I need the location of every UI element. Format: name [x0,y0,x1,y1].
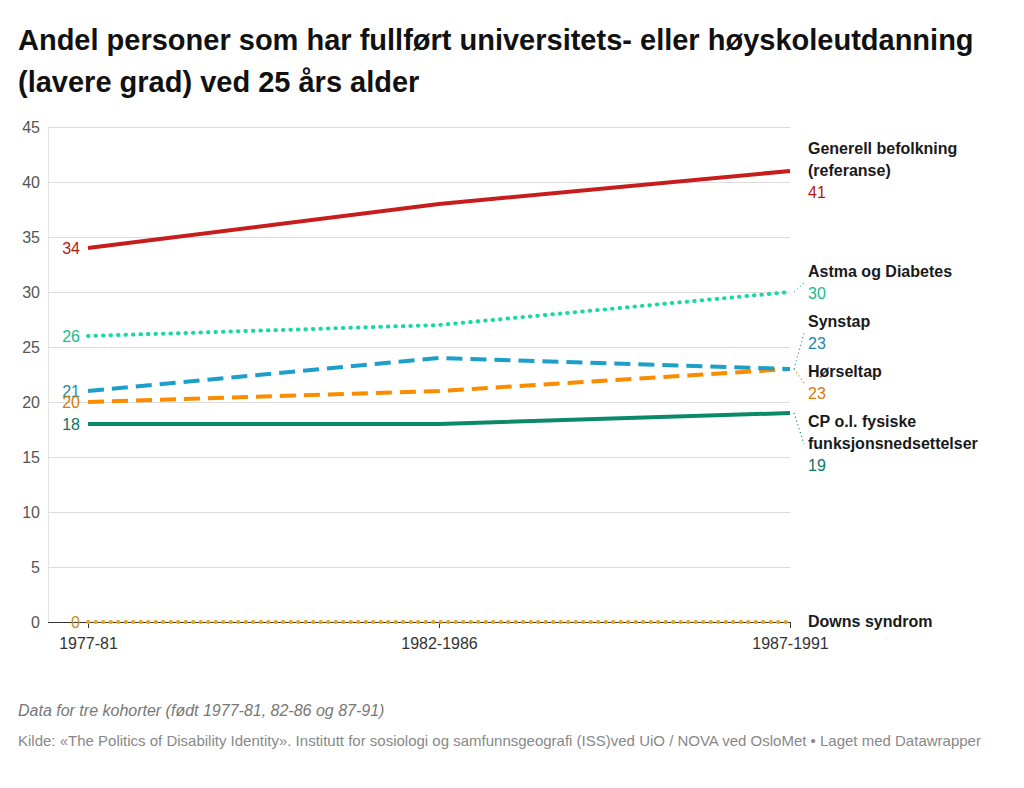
x-tick-mark [790,622,791,628]
y-axis: 0 5 10 15 20 25 30 35 40 45 [22,119,790,631]
grid-line [48,622,790,623]
series-line [88,292,790,336]
series-name: Downs syndrom [808,613,932,630]
y-axis-line [48,128,49,623]
series-label: Hørseltap 23 [808,363,882,402]
y-tick: 15 [22,449,790,466]
label-leader [794,333,804,369]
data-label: 41 [808,184,826,201]
grid-line [48,292,790,293]
series-name: Hørseltap [808,363,882,380]
y-tick: 10 [22,504,790,521]
x-axis-line [89,622,791,623]
labels: 34 Generell befolkning (referanse) 41 26 Astm… [62,140,978,631]
background [0,0,1024,788]
series-line [88,171,790,248]
data-label: 23 [808,335,826,352]
chart-note: Data for tre kohorter (født 1977-81, 82-… [18,702,384,719]
series-label: Generell befolkning (referanse) 41 [808,140,957,201]
series-name: Generell befolkning (referanse) [808,140,957,179]
chart-title: Andel personer som har fullført universi… [18,24,974,98]
y-tick-label: 10 [22,504,40,521]
y-tick: 0 [31,614,790,631]
label-leader [794,413,804,444]
chart-title-line: Andel personer som har fullført universi… [18,24,974,56]
series-name: Synstap [808,313,870,330]
series-name-line: Synstap [808,313,870,330]
grid-line [48,347,790,348]
y-tick-label: 45 [22,119,40,136]
grid-line [48,567,790,568]
data-label: 23 [808,385,826,402]
series-line [88,413,790,424]
grid-line [48,512,790,513]
label-leader [794,283,804,292]
chart-source: Kilde: «The Politics of Disability Ident… [18,732,981,749]
series-label: Downs syndrom [808,613,932,630]
lines [88,171,790,622]
y-tick-label: 5 [31,559,40,576]
series-label: CP o.l. fysiske funksjonsnedsettelser 19 [808,413,978,474]
x-tick-label: 1987-1991 [752,635,829,652]
data-label: 34 [62,240,80,257]
series-name-line: Downs syndrom [808,613,932,630]
y-tick-label: 40 [22,174,40,191]
series-name: Astma og Diabetes [808,263,952,280]
series-name-line: Generell befolkning [808,140,957,157]
data-label: 0 [71,614,80,631]
grid-line [48,457,790,458]
x-tick: 1977-81 [59,622,118,652]
data-label: 18 [62,416,80,433]
chart-source-line: Kilde: «The Politics of Disability Ident… [18,732,981,749]
data-label: 19 [808,457,826,474]
series-name-line: Astma og Diabetes [808,263,952,280]
chart-svg: Andel personer som har fullført universi… [0,0,1024,788]
series-name: CP o.l. fysiske funksjonsnedsettelser [808,413,978,452]
data-label: 20 [62,394,80,411]
data-label: 30 [808,285,826,302]
y-tick: 30 [22,284,790,301]
series-name-line: (referanse) [808,162,891,179]
y-tick-label: 35 [22,229,40,246]
chart-title-line: (lavere grad) ved 25 års alder [18,66,419,98]
grid-line [48,402,790,403]
series-line [88,620,790,624]
label-leader [794,369,804,383]
x-tick-label: 1977-81 [59,635,118,652]
x-tick-label: 1982-1986 [401,635,478,652]
data-label: 26 [62,328,80,345]
series-name-line: funksjonsnedsettelser [808,435,978,452]
series-line [88,369,790,402]
y-tick-label: 25 [22,339,40,356]
y-tick: 45 [22,119,790,136]
y-tick: 25 [22,339,790,356]
grid-line [48,127,790,128]
y-tick: 5 [31,559,790,576]
series-name-line: CP o.l. fysiske [808,413,916,430]
series-name-line: Hørseltap [808,363,882,380]
chart-container: Andel personer som har fullført universi… [0,0,1024,788]
y-tick-label: 15 [22,449,40,466]
y-tick-label: 0 [31,614,40,631]
series-label: Astma og Diabetes 30 [808,263,952,302]
series-label: Synstap 23 [808,313,870,352]
y-tick-label: 30 [22,284,40,301]
x-tick: 1982-1986 [401,622,478,652]
series-line [88,358,790,391]
y-tick-label: 20 [22,394,40,411]
x-axis: 1977-81 1982-1986 1987-1991 [59,622,829,652]
